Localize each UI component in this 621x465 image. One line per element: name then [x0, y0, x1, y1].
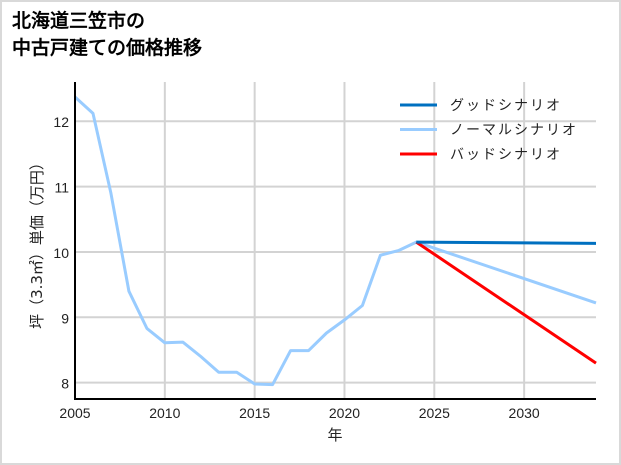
y-tick-label: 9 — [61, 310, 69, 326]
x-tick-label: 2005 — [59, 405, 90, 421]
chart-title-line1: 北海道三笠市の — [12, 10, 146, 32]
series-line-0 — [416, 240, 597, 245]
x-tick-labels: 2005 2010 2015 2020 2025 2030 — [59, 405, 539, 421]
legend-label: グッドシナリオ — [450, 98, 562, 114]
x-tick-label: 2025 — [419, 405, 450, 421]
chart-title-line2: 中古戸建ての価格推移 — [12, 37, 203, 59]
legend-label: ノーマルシナリオ — [450, 123, 578, 139]
x-axis-label: 年 — [327, 426, 342, 444]
series-lines — [73, 95, 597, 387]
y-tick-label: 10 — [53, 245, 69, 261]
chart-title: 北海道三笠市の 中古戸建ての価格推移 — [12, 8, 202, 62]
x-tick-label: 2010 — [149, 405, 180, 421]
x-tick-label: 2030 — [509, 405, 540, 421]
y-axis-label: 坪（3.3㎡）単価（万円） — [28, 155, 46, 329]
x-tick-label: 2020 — [329, 405, 360, 421]
y-tick-labels: 8 9 10 11 12 — [53, 114, 69, 391]
gridlines — [75, 82, 596, 399]
series-line-1 — [73, 95, 597, 387]
y-tick-label: 12 — [53, 114, 69, 130]
series-line-2 — [415, 240, 597, 365]
axes — [74, 82, 596, 400]
y-tick-label: 11 — [54, 180, 69, 196]
y-tick-label: 8 — [61, 376, 69, 392]
legend-label: バッドシナリオ — [450, 147, 562, 163]
x-tick-label: 2015 — [239, 405, 270, 421]
